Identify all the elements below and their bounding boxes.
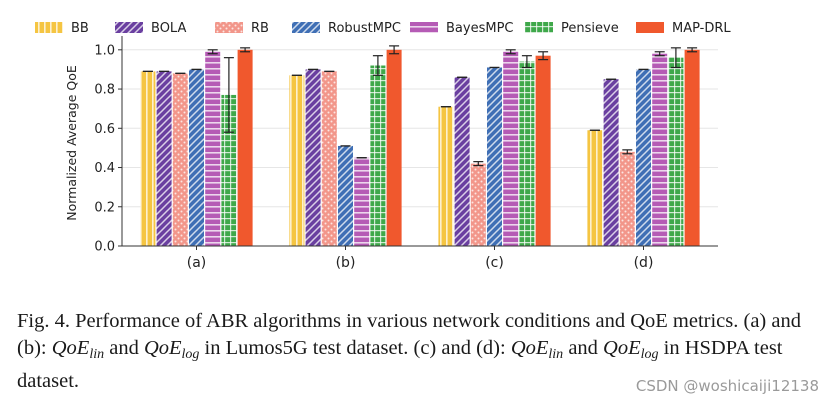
legend-swatch-pensieve <box>525 22 553 33</box>
bar-robustmpc-0 <box>189 69 204 246</box>
legend-label-robustmpc: RobustMPC <box>328 21 401 36</box>
caption-and-1: and <box>109 337 139 359</box>
bar-pensieve-2 <box>519 61 535 247</box>
math-qoe-lin-2: QoElin <box>510 337 564 362</box>
watermark: CSDN @woshicaiji12138 <box>635 377 819 395</box>
y-tick-label-1: 0.2 <box>94 200 115 215</box>
legend-label-map-drl: MAP-DRL <box>672 21 731 36</box>
y-tick-label-3: 0.6 <box>94 122 115 137</box>
bar-robustmpc-1 <box>338 145 353 246</box>
bar-bola-0 <box>156 71 172 246</box>
bar-bayesmpc-2 <box>503 51 519 247</box>
y-tick-label-5: 1.0 <box>94 43 115 58</box>
y-tick-label-2: 0.4 <box>94 161 115 176</box>
bar-pensieve-3 <box>668 57 684 247</box>
figure-caption: Fig. 4. Performance of ABR algorithms in… <box>17 308 817 395</box>
bar-pensieve-1 <box>370 65 386 246</box>
bar-rb-2 <box>470 163 486 246</box>
legend-label-bola: BOLA <box>151 21 186 36</box>
bar-bayesmpc-3 <box>652 53 668 246</box>
axes: (a) (b) (c) (d) 0.0 0.2 0.4 0.6 0.8 1.0 Normalized… <box>64 36 718 271</box>
legend-swatch-rb <box>215 22 243 33</box>
legend-swatch-map-drl <box>636 22 664 33</box>
bar-robustmpc-2 <box>487 67 502 246</box>
bar-bb-2 <box>438 106 454 246</box>
legend-item-bola: BOLA <box>115 21 186 36</box>
legend-swatch-bola <box>115 22 143 33</box>
legend-item-rb: RB <box>215 21 269 36</box>
y-axis-label: Normalized Average QoE <box>64 65 79 221</box>
bar-bola-2 <box>454 77 470 247</box>
bar-rb-3 <box>619 151 635 246</box>
bar-rb-0 <box>172 73 188 246</box>
bar-chart: BB BOLA RB RobustMPC BayesMPC Pensieve MAP-DRL… <box>35 21 731 271</box>
legend-swatch-bayesmpc <box>410 22 438 33</box>
y-tick-label-4: 0.8 <box>94 83 115 98</box>
bar-map-drl-0 <box>237 49 253 246</box>
y-tick-label-0: 0.0 <box>94 240 115 255</box>
legend-swatch-robustmpc <box>292 22 320 33</box>
bar-bayesmpc-0 <box>205 51 221 247</box>
bar-robustmpc-3 <box>636 69 651 246</box>
bar-bola-1 <box>305 69 321 246</box>
caption-and-2: and <box>568 337 598 359</box>
caption-text-2: in Lumos5G test dataset. (c) and (d): <box>204 337 506 359</box>
legend-item-robustmpc: RobustMPC <box>292 21 401 36</box>
legend-item-map-drl: MAP-DRL <box>636 21 731 36</box>
legend-item-bb: BB <box>35 21 89 36</box>
bar-bola-3 <box>603 79 619 246</box>
x-tick-label-3: (d) <box>634 255 654 271</box>
bar-rb-1 <box>321 71 337 246</box>
bar-map-drl-2 <box>535 55 551 246</box>
bar-bb-1 <box>289 75 305 246</box>
legend-label-pensieve: Pensieve <box>561 21 619 36</box>
figure-label: Fig. 4. <box>17 310 70 332</box>
caption-text-1: Performance of ABR algorithms in various… <box>17 310 801 359</box>
legend-label-rb: RB <box>251 21 269 36</box>
bar-map-drl-1 <box>386 49 402 246</box>
x-tick-label-1: (b) <box>336 255 356 271</box>
legend-label-bayesmpc: BayesMPC <box>446 21 513 36</box>
x-tick-label-2: (c) <box>485 255 504 271</box>
math-qoe-lin-1: QoElin <box>51 337 105 362</box>
legend-item-pensieve: Pensieve <box>525 21 619 36</box>
bar-bb-0 <box>140 71 156 246</box>
bar-bayesmpc-1 <box>354 157 370 246</box>
legend: BB BOLA RB RobustMPC BayesMPC Pensieve MAP-DRL <box>35 21 731 36</box>
math-qoe-log-2: QoElog <box>603 337 659 362</box>
math-qoe-log-1: QoElog <box>143 337 200 362</box>
legend-swatch-bb <box>35 22 63 33</box>
legend-item-bayesmpc: BayesMPC <box>410 21 513 36</box>
legend-label-bb: BB <box>71 21 89 36</box>
caption-text-3: in HSDPA test dataset. <box>17 337 783 392</box>
bar-bb-3 <box>587 130 603 246</box>
x-tick-label-0: (a) <box>187 255 207 271</box>
bars <box>140 45 700 247</box>
bar-map-drl-3 <box>684 49 700 246</box>
